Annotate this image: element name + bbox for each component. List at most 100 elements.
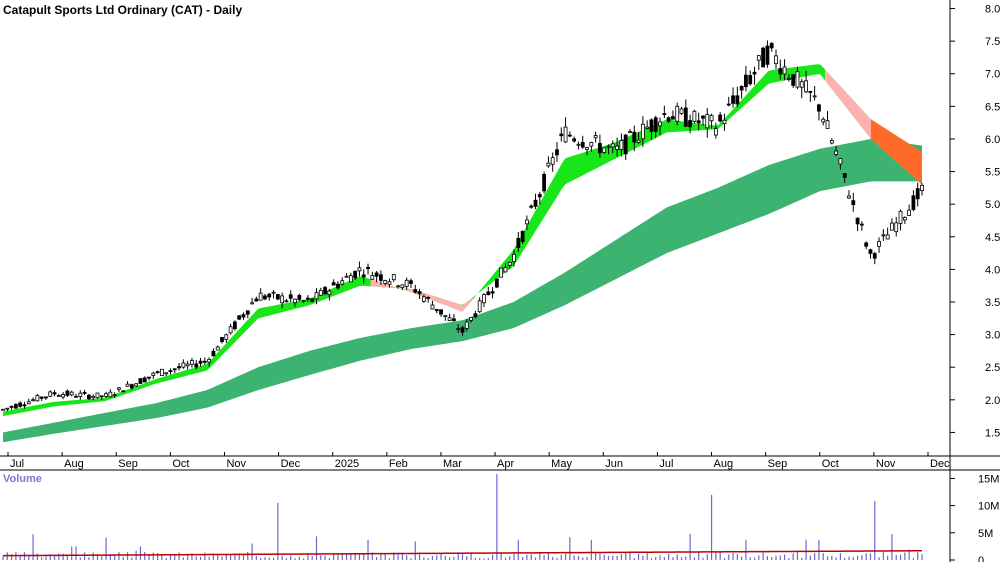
candle-body <box>82 391 87 394</box>
candle-body <box>890 222 894 231</box>
candle-body <box>293 298 297 304</box>
candle-body <box>653 117 658 132</box>
candle-body <box>91 396 96 399</box>
candle-body <box>520 230 525 242</box>
candle-body <box>409 280 413 284</box>
candle-body <box>69 391 74 396</box>
candle-body <box>576 143 581 146</box>
candle-body <box>430 304 435 310</box>
candle-body <box>306 297 310 300</box>
candle-body <box>572 138 577 142</box>
candle-body <box>271 291 276 294</box>
chart-title: Catapult Sports Ltd Ordinary (CAT) - Dai… <box>3 3 242 17</box>
x-tick-label: 2025 <box>335 458 359 470</box>
y-tick-label: 6.0 <box>985 134 1000 146</box>
candle-body <box>825 120 830 129</box>
candle-body <box>112 394 117 397</box>
candle-body <box>138 378 143 384</box>
candle-body <box>628 131 632 134</box>
candle-body <box>232 321 237 330</box>
candle-body <box>142 377 147 383</box>
candle-body <box>121 390 126 393</box>
candle-body <box>688 120 693 128</box>
candle-body <box>847 195 851 199</box>
candle-body <box>486 291 491 296</box>
candle-body <box>74 395 78 398</box>
candle-body <box>129 384 134 389</box>
volume-panel <box>2 474 923 560</box>
candle-body <box>417 291 422 295</box>
candle-body <box>250 302 254 305</box>
y-tick-label: 5.0 <box>985 199 1000 211</box>
candle-body <box>254 298 259 302</box>
candle-body <box>469 316 473 321</box>
candle-body <box>512 253 516 263</box>
y-tick-label: 2.0 <box>985 395 1000 407</box>
candle-body <box>692 110 697 122</box>
candle-body <box>361 274 366 278</box>
candle-body <box>95 392 100 399</box>
candle-body <box>48 391 53 397</box>
candle-body <box>808 91 813 93</box>
candle-body <box>623 134 628 155</box>
candle-body <box>147 376 151 379</box>
candle-body <box>786 78 791 80</box>
candle-body <box>151 372 156 376</box>
x-tick-label: Aug <box>64 458 84 470</box>
candle-body <box>499 267 504 278</box>
candle-body <box>877 241 881 247</box>
x-tick-label: Jul <box>10 458 24 470</box>
candle-body <box>662 113 667 115</box>
candle-body <box>701 115 705 119</box>
candle-body <box>675 105 680 122</box>
candle-body <box>529 205 534 208</box>
x-tick-label: Sep <box>768 458 788 470</box>
candle-body <box>473 313 478 318</box>
candle-body <box>851 200 856 206</box>
candle-body <box>134 383 139 387</box>
candle-body <box>198 360 203 364</box>
candle-body <box>842 173 847 178</box>
candle-body <box>671 116 675 120</box>
candle-body <box>516 237 521 248</box>
candle-body <box>598 143 602 154</box>
candle-body <box>705 114 710 129</box>
candle-body <box>902 217 907 221</box>
x-tick-label: Jun <box>605 458 623 470</box>
candle-body <box>353 270 358 279</box>
x-tick-label: Feb <box>389 458 408 470</box>
volume-y-axis: 15M 10M 5M 0 <box>950 473 999 562</box>
candle-body <box>18 402 23 407</box>
candle-body <box>666 117 671 122</box>
candle-body <box>898 210 903 224</box>
candle-body <box>456 328 461 331</box>
candle-body <box>177 366 181 369</box>
candle-body <box>881 234 886 237</box>
candle-body <box>215 346 220 351</box>
candle-body <box>280 295 285 304</box>
candle-body <box>374 272 379 277</box>
candle-body <box>241 314 246 318</box>
y-tick-label: 2.5 <box>985 362 1000 374</box>
volume-label: Volume <box>3 473 42 485</box>
vol-tick-label: 10M <box>978 501 999 513</box>
candle-body <box>765 45 770 65</box>
x-tick-label: Oct <box>172 458 189 470</box>
candle-body <box>396 285 400 288</box>
candle-body <box>327 290 332 296</box>
y-tick-label: 4.0 <box>985 264 1000 276</box>
candle-body <box>387 281 392 285</box>
candle-body <box>602 147 607 153</box>
candle-body <box>482 294 486 304</box>
candle-body <box>894 222 899 233</box>
candle-body <box>525 219 529 225</box>
candle-body <box>267 293 272 298</box>
candle-body <box>452 318 456 321</box>
candle-body <box>542 174 546 192</box>
candle-body <box>782 66 787 75</box>
y-tick-label: 5.5 <box>985 167 1000 179</box>
candle-body <box>834 150 839 155</box>
candle-body <box>722 119 727 124</box>
candle-body <box>263 295 267 300</box>
candle-body <box>413 289 418 293</box>
